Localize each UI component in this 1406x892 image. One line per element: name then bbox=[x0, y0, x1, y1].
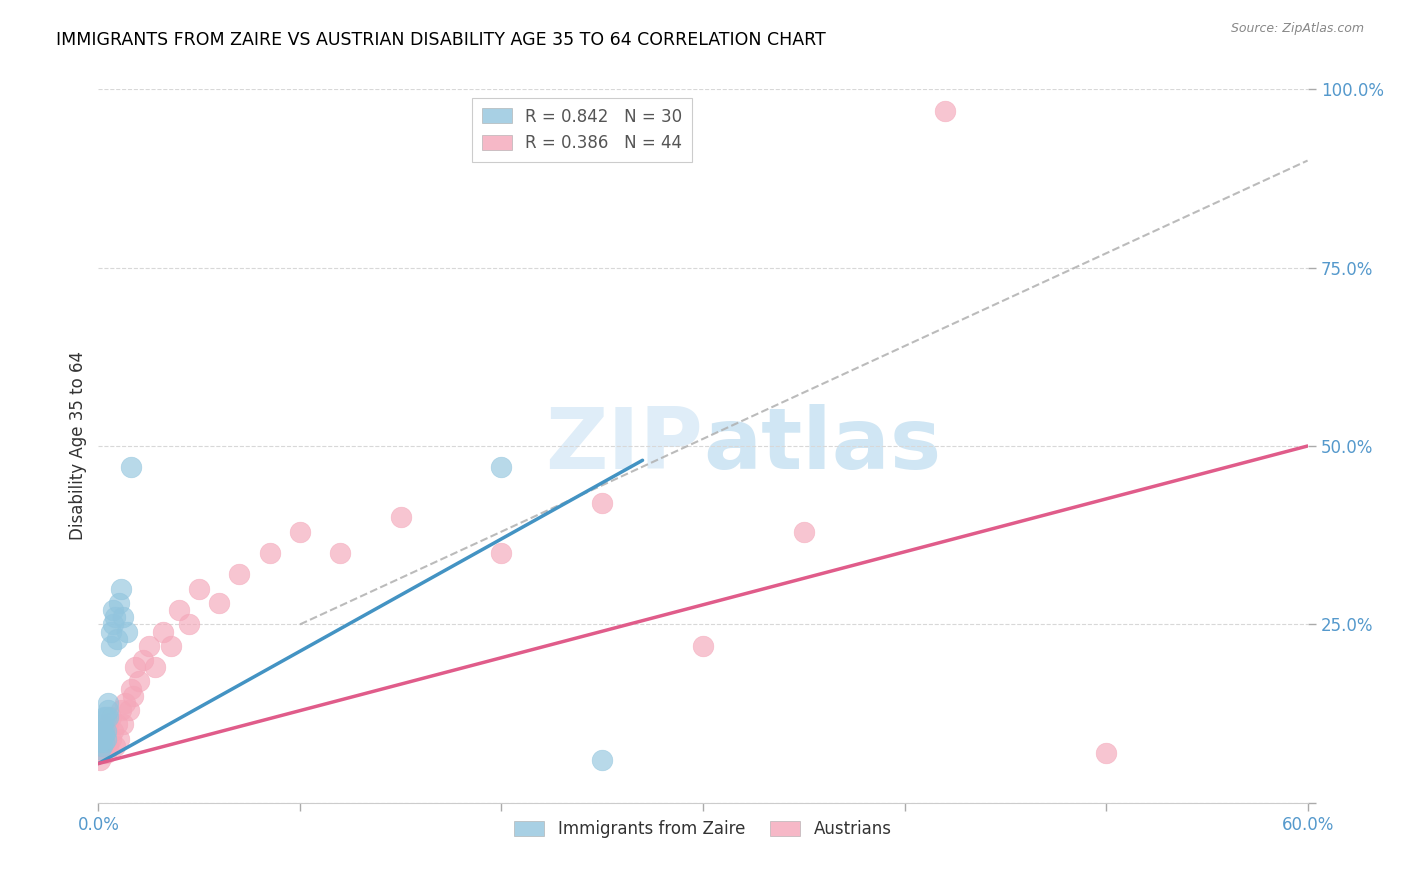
Point bbox=[179, 617, 201, 632]
Point bbox=[107, 731, 129, 746]
Point bbox=[97, 696, 120, 710]
Point bbox=[128, 674, 150, 689]
Point bbox=[105, 632, 128, 646]
Point bbox=[111, 717, 134, 731]
Point bbox=[491, 460, 513, 475]
Point bbox=[93, 739, 115, 753]
Point bbox=[491, 546, 513, 560]
Point bbox=[96, 731, 118, 746]
Point bbox=[100, 624, 122, 639]
Point bbox=[100, 731, 122, 746]
Point bbox=[389, 510, 412, 524]
Point bbox=[91, 739, 114, 753]
Point bbox=[97, 717, 120, 731]
Point bbox=[121, 689, 143, 703]
Point bbox=[934, 103, 956, 118]
Point bbox=[105, 717, 128, 731]
Point bbox=[124, 660, 146, 674]
Point bbox=[111, 610, 134, 624]
Point bbox=[138, 639, 160, 653]
Point bbox=[120, 681, 142, 696]
Point bbox=[188, 582, 211, 596]
Point bbox=[93, 728, 115, 742]
Point bbox=[100, 710, 122, 724]
Point bbox=[143, 660, 166, 674]
Point bbox=[93, 724, 115, 739]
Point bbox=[591, 753, 613, 767]
Point bbox=[208, 596, 231, 610]
Legend: Immigrants from Zaire, Austrians: Immigrants from Zaire, Austrians bbox=[508, 814, 898, 845]
Point bbox=[93, 735, 115, 749]
Point bbox=[152, 624, 174, 639]
Point bbox=[89, 742, 111, 756]
Point bbox=[107, 596, 129, 610]
Point bbox=[259, 546, 281, 560]
Text: Source: ZipAtlas.com: Source: ZipAtlas.com bbox=[1230, 22, 1364, 36]
Point bbox=[329, 546, 352, 560]
Point bbox=[101, 603, 124, 617]
Point bbox=[228, 567, 250, 582]
Point bbox=[96, 746, 118, 760]
Point bbox=[103, 610, 125, 624]
Point bbox=[118, 703, 141, 717]
Point bbox=[91, 746, 114, 760]
Text: atlas: atlas bbox=[703, 404, 941, 488]
Point bbox=[91, 717, 114, 731]
Point bbox=[1095, 746, 1118, 760]
Point bbox=[115, 624, 138, 639]
Point bbox=[91, 731, 114, 746]
Point bbox=[100, 639, 122, 653]
Text: ZIP: ZIP bbox=[546, 404, 703, 488]
Point bbox=[692, 639, 714, 653]
Point bbox=[93, 710, 115, 724]
Point bbox=[114, 696, 136, 710]
Point bbox=[110, 703, 132, 717]
Point bbox=[89, 739, 111, 753]
Point bbox=[89, 735, 111, 749]
Point bbox=[89, 753, 111, 767]
Point bbox=[97, 739, 120, 753]
Point bbox=[96, 710, 118, 724]
Point bbox=[89, 728, 111, 742]
Point bbox=[101, 617, 124, 632]
Point bbox=[96, 731, 118, 746]
Point bbox=[120, 460, 142, 475]
Point bbox=[591, 496, 613, 510]
Point bbox=[167, 603, 190, 617]
Point bbox=[97, 703, 120, 717]
Text: IMMIGRANTS FROM ZAIRE VS AUSTRIAN DISABILITY AGE 35 TO 64 CORRELATION CHART: IMMIGRANTS FROM ZAIRE VS AUSTRIAN DISABI… bbox=[56, 31, 825, 49]
Point bbox=[110, 582, 132, 596]
Point bbox=[96, 724, 118, 739]
Y-axis label: Disability Age 35 to 64: Disability Age 35 to 64 bbox=[69, 351, 87, 541]
Point bbox=[132, 653, 155, 667]
Point bbox=[288, 524, 311, 539]
Point bbox=[97, 710, 120, 724]
Point bbox=[793, 524, 815, 539]
Point bbox=[160, 639, 183, 653]
Point bbox=[103, 739, 125, 753]
Point bbox=[91, 724, 114, 739]
Point bbox=[101, 724, 124, 739]
Point bbox=[91, 731, 114, 746]
Point bbox=[93, 724, 115, 739]
